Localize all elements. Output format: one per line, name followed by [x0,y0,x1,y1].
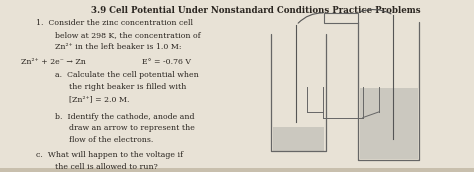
Text: E° = -0.76 V: E° = -0.76 V [142,58,191,66]
Text: Zn²⁺ + 2e⁻ → Zn: Zn²⁺ + 2e⁻ → Zn [21,58,86,66]
Text: c.  What will happen to the voltage if: c. What will happen to the voltage if [36,151,182,159]
Text: 3.9 Cell Potential Under Nonstandard Conditions Practice Problems: 3.9 Cell Potential Under Nonstandard Con… [91,6,421,15]
Text: below at 298 K, the concentration of: below at 298 K, the concentration of [55,31,200,39]
Text: draw an arrow to represent the: draw an arrow to represent the [69,124,195,132]
Text: [Zn²⁺] = 2.0 M.: [Zn²⁺] = 2.0 M. [69,95,129,103]
Text: the cell is allowed to run?: the cell is allowed to run? [55,163,157,171]
Bar [273,127,324,151]
Text: Zn²⁺ in the left beaker is 1.0 M:: Zn²⁺ in the left beaker is 1.0 M: [55,43,181,51]
FancyBboxPatch shape [0,0,474,168]
Text: a.  Calculate the cell potential when: a. Calculate the cell potential when [55,71,198,79]
Text: flow of the electrons.: flow of the electrons. [69,136,153,144]
Text: 1.  Consider the zinc concentration cell: 1. Consider the zinc concentration cell [36,19,192,27]
Text: the right beaker is filled with: the right beaker is filled with [69,83,186,91]
Bar [360,88,418,159]
FancyBboxPatch shape [324,13,358,23]
Text: b.  Identify the cathode, anode and: b. Identify the cathode, anode and [55,112,194,121]
